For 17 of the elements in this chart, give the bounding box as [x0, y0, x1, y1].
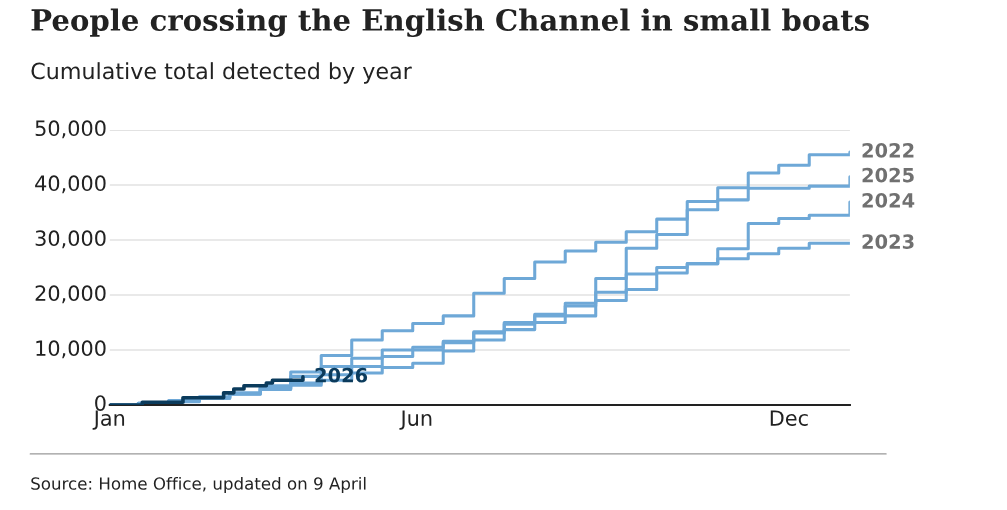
y-tick-label: 20,000: [35, 285, 106, 304]
y-tick-label: 0: [95, 395, 106, 411]
x-tick-label: Dec: [770, 410, 808, 426]
chart-title: People crossing the English Channel in small boats: [31, 8, 869, 38]
x-tick-label: Jun: [399, 410, 432, 430]
y-tick-label: 50,000: [35, 120, 106, 139]
y-tick-label: 10,000: [36, 340, 106, 359]
y-tick-label: 40,000: [35, 175, 106, 194]
source-note: Source: Home Office, updated on 9 April: [31, 476, 366, 494]
series-label: 2025: [862, 167, 914, 183]
series-label: 2024: [862, 193, 915, 208]
x-tick-label: Jan: [92, 410, 125, 430]
chart-subtitle: Cumulative total detected by year: [31, 62, 412, 84]
series-label: 2026: [315, 367, 368, 383]
series-label: 2023: [862, 234, 914, 249]
y-tick-label: 30,000: [35, 230, 106, 249]
series-label: 2022: [862, 142, 914, 158]
